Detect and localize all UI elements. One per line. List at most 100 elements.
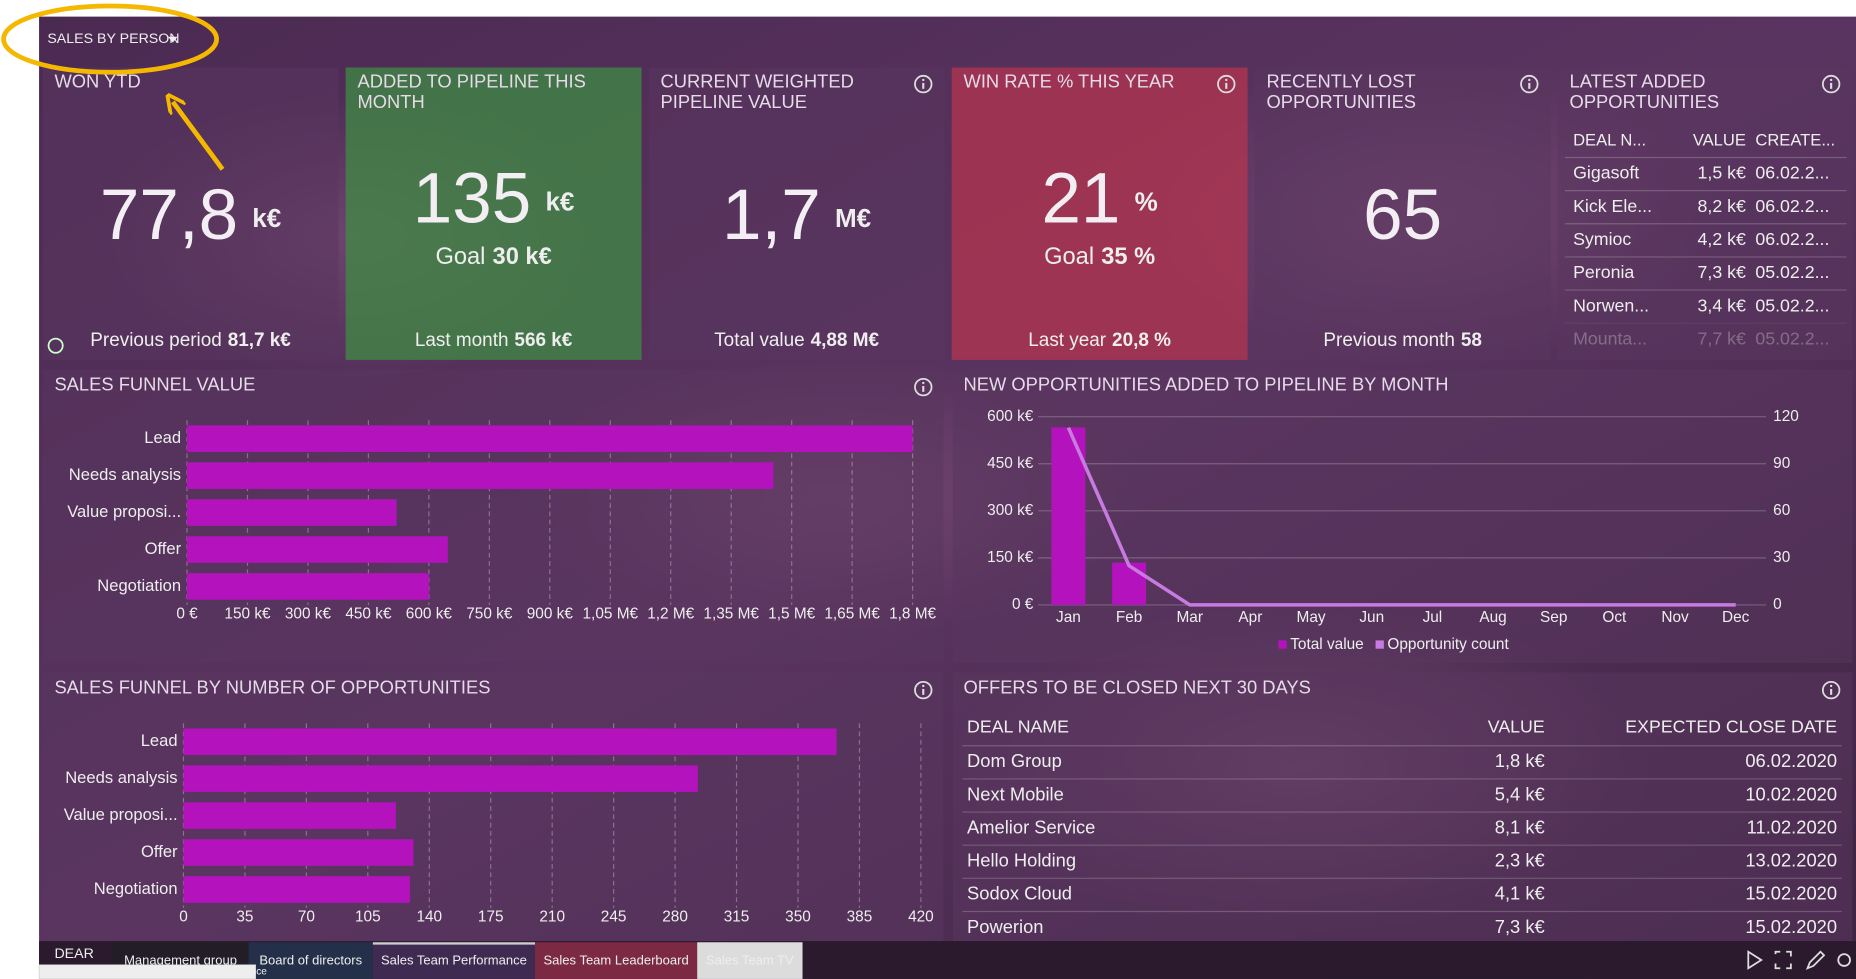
footer-value: 20,8 %	[1112, 330, 1171, 351]
info-icon[interactable]	[1821, 680, 1841, 700]
edit-icon[interactable]	[1805, 950, 1826, 970]
footer-value: 58	[1461, 330, 1482, 351]
legend-label: Opportunity count	[1387, 636, 1509, 653]
column-header: VALUE	[1693, 130, 1746, 149]
settings-icon[interactable]	[1837, 953, 1851, 967]
x-tick-label: 245	[601, 908, 627, 925]
tab-label[interactable]: Management group	[124, 953, 237, 968]
info-dot	[922, 381, 925, 385]
widget-title-box: WIN RATE % THIS YEAR	[964, 72, 1175, 92]
x-tick-label: 1,2 M€	[647, 605, 694, 622]
info-circle	[1821, 680, 1841, 700]
info-icon[interactable]	[1821, 74, 1841, 94]
fullscreen-icon[interactable]	[1774, 950, 1792, 970]
table-cell: Next Mobile	[967, 783, 1064, 804]
x-tick-label: 315	[724, 908, 750, 925]
table-cell: 06.02.2...	[1755, 163, 1829, 183]
widget-title-box: RECENTLY LOST OPPORTUNITIES	[1267, 72, 1417, 112]
table-cell: 7,3 k€	[1495, 916, 1545, 937]
y2-tick-label: 120	[1773, 408, 1799, 425]
table-cell: 2,3 k€	[1495, 850, 1545, 871]
kpi-footer: Previous month 58	[1323, 330, 1481, 351]
x-tick-label: 420	[908, 908, 934, 925]
table-cell: 10.02.2020	[1745, 783, 1837, 804]
footer-label: Total value	[714, 330, 804, 351]
table-cell: Symioc	[1573, 229, 1631, 249]
play-icon[interactable]	[1747, 950, 1763, 970]
footer-label: Previous period	[90, 330, 221, 351]
x-tick-label: 105	[355, 908, 381, 925]
tab-label[interactable]: Sales Team Leaderboard	[544, 953, 689, 968]
table-cell: Peronia	[1573, 262, 1634, 282]
table-cell: Gigasoft	[1573, 163, 1639, 183]
footer-value: 81,7 k€	[228, 330, 292, 351]
info-icon[interactable]	[1520, 74, 1539, 94]
category-label: Lead	[144, 428, 181, 447]
bar	[183, 802, 396, 829]
latest-table: DEAL N... VALUE CREATE... Gigasoft 1,5 k€ 06.…	[1564, 130, 1847, 348]
tab[interactable]	[372, 942, 536, 979]
table-row: Mounta... 7,7 k€ 05.02.2...	[1564, 322, 1847, 348]
goal-label: Goal	[1044, 244, 1094, 270]
category-label: Value proposi...	[64, 805, 178, 824]
y2-tick-label: 0	[1773, 596, 1782, 613]
tab[interactable]	[248, 942, 373, 979]
legend-swatch	[1278, 640, 1287, 649]
line	[1066, 426, 1736, 607]
table-cell: Hello Holding	[967, 850, 1076, 871]
goal-label: Goal	[435, 244, 485, 270]
category-label: Offer	[141, 842, 178, 861]
tab[interactable]	[535, 942, 698, 979]
x-tick-label: 70	[298, 908, 315, 925]
column-header: DEAL NAME	[967, 717, 1069, 737]
table-cell: Mounta...	[1573, 328, 1647, 348]
info-dot	[922, 78, 925, 82]
tab-label[interactable]: Board of directors	[259, 953, 362, 968]
info-icon[interactable]	[914, 680, 933, 700]
kpi-value: 77,8 k€	[100, 176, 282, 255]
tab[interactable]	[697, 942, 803, 979]
table-cell: Norwen...	[1573, 295, 1649, 315]
widget-panel	[1557, 67, 1853, 360]
tab-label[interactable]: Sales Team TV	[706, 953, 794, 968]
info-circle	[1520, 74, 1539, 94]
tab-label[interactable]: Sales Team Performance	[381, 953, 527, 968]
x-tick-label: 385	[847, 908, 873, 925]
column-header: CREATE...	[1755, 130, 1835, 149]
table-row: Norwen... 3,4 k€ 05.02.2...	[1564, 289, 1847, 315]
info-icon[interactable]	[914, 74, 933, 94]
bar	[187, 536, 448, 563]
category-label: Needs analysis	[65, 768, 177, 787]
kpi-number: 135	[413, 159, 532, 238]
table-cell: 7,7 k€	[1698, 328, 1746, 348]
widget-title: SALES FUNNEL BY NUMBER OF OPPORTUNITIES	[54, 678, 491, 699]
dropdown-arrow[interactable]	[168, 36, 178, 43]
widget-title: ADDED TO PIPELINE THIS MONTH	[357, 72, 586, 113]
x-tick-label: 750 k€	[466, 605, 513, 622]
column-header: VALUE	[1488, 717, 1545, 737]
footer-label: Last month	[415, 330, 509, 351]
info-dot	[922, 684, 925, 688]
table-cell: 3,4 k€	[1698, 295, 1746, 315]
table-cell: 06.02.2...	[1755, 196, 1829, 216]
goal-value: 30 k€	[493, 244, 552, 270]
widget-title: OFFERS TO BE CLOSED NEXT 30 DAYS	[963, 678, 1311, 699]
x-tick-label: 175	[478, 908, 504, 925]
widgets: WON YTD 77,8 k€ Previous period 81,7 k€ ADDED…	[42, 67, 1853, 942]
x-tick-label: 140	[416, 908, 442, 925]
dashboard-selector[interactable]: SALES BY PERSON	[47, 31, 179, 47]
widget-panel	[952, 369, 1853, 663]
kpi-value: 65	[1363, 176, 1442, 255]
status-url: https://tutorial.dearlucy.co/sales-team-…	[41, 967, 267, 978]
x-tick-label: Jul	[1423, 609, 1443, 626]
legend-swatch	[1375, 640, 1384, 649]
widget-title-box: NEW OPPORTUNITIES ADDED TO PIPELINE BY M…	[964, 375, 1449, 395]
column-header: DEAL N...	[1573, 130, 1646, 149]
y2-tick-label: 30	[1773, 549, 1790, 566]
x-tick-label: 450 k€	[345, 605, 392, 622]
info-icon[interactable]	[1217, 74, 1236, 94]
logo: DEAR	[54, 946, 93, 962]
info-icon[interactable]	[914, 377, 933, 397]
